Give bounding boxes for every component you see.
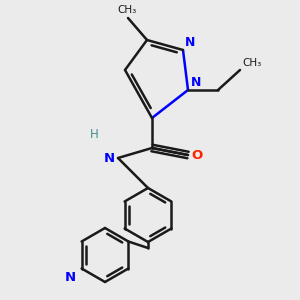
Text: N: N [103,152,114,165]
Text: CH₃: CH₃ [117,5,136,15]
Text: N: N [65,271,76,284]
Text: H: H [90,128,98,142]
Text: N: N [184,35,195,49]
Text: CH₃: CH₃ [242,58,262,68]
Text: N: N [191,76,201,88]
Text: O: O [191,148,202,161]
